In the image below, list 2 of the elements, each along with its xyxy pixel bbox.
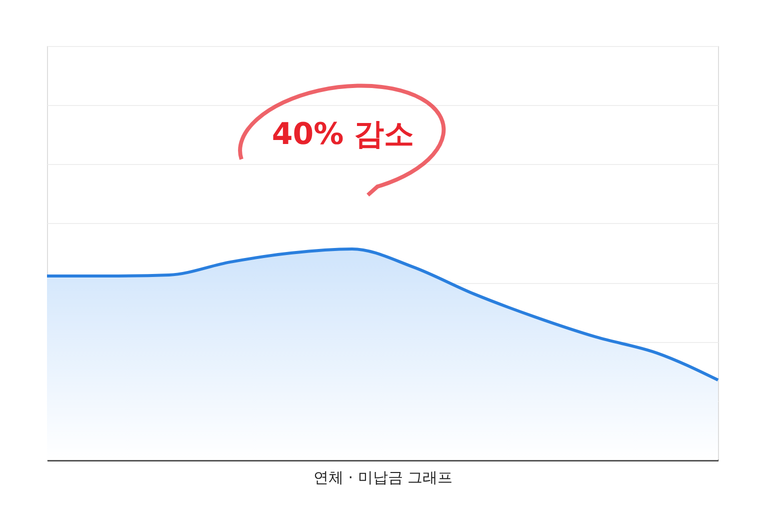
x-axis-title: 연체 · 미납금 그래프	[313, 468, 453, 486]
text: 40% 감소	[272, 117, 414, 152]
